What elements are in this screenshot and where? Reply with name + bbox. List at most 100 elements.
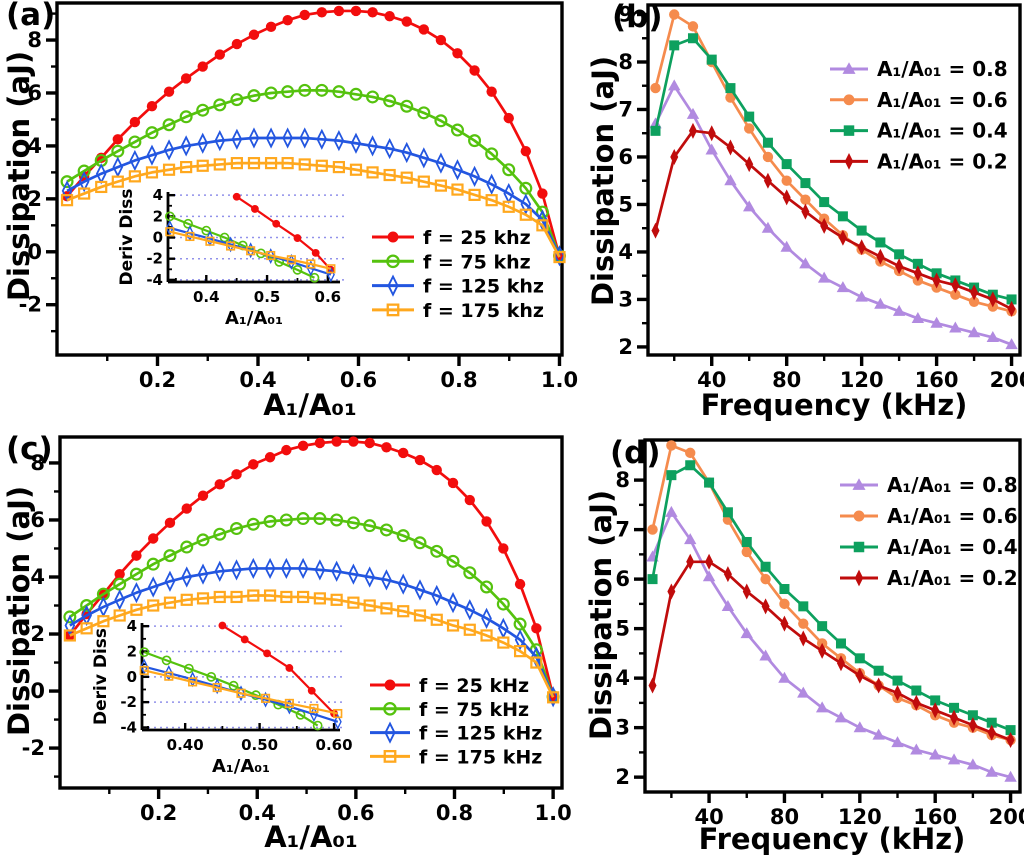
panel-c-legend-f25: f = 25 kHz — [370, 675, 529, 697]
x-tick-label: 0.8 — [436, 801, 473, 825]
marker-diamond — [818, 642, 827, 659]
marker-open-square — [380, 602, 393, 615]
marker-open-diamond — [247, 557, 259, 580]
marker-open-circle — [366, 90, 380, 104]
marker-open-circle — [201, 225, 212, 236]
marker-open-square — [139, 665, 149, 676]
marker-open-square — [330, 593, 343, 606]
marker-diamond — [931, 702, 940, 719]
marker-open-diamond — [147, 576, 159, 598]
marker-open-diamond — [114, 589, 125, 611]
marker-dot — [531, 623, 542, 634]
panel-a-inset-curve-f175 — [165, 227, 336, 274]
marker-open-diamond — [180, 135, 192, 157]
marker-open-circle — [163, 549, 177, 563]
marker-open-square — [213, 158, 226, 171]
y-tick-label: 2 — [30, 622, 45, 646]
y-tick-label: 3 — [615, 716, 630, 740]
inset-y-tick-label: 2 — [153, 207, 163, 225]
marker-open-circle — [292, 264, 303, 275]
curve-line — [221, 624, 335, 715]
marker-open-square — [230, 590, 243, 604]
panel-c-legend-f175: f = 175 kHz — [370, 746, 542, 768]
marker-dot — [414, 454, 426, 466]
marker-open-square — [196, 159, 209, 172]
marker-square — [762, 137, 773, 148]
marker-triangle — [761, 221, 775, 233]
marker-square — [875, 237, 886, 248]
marker-dot — [798, 618, 809, 629]
marker-open-circle — [60, 175, 74, 189]
panel-b-y-axis-title: Dissipation (aJ) — [586, 55, 621, 307]
marker-open-circle — [480, 580, 494, 594]
marker-open-circle — [502, 163, 516, 177]
marker-diamond — [763, 172, 772, 189]
panel-b-curve-r08 — [649, 79, 1018, 350]
marker-diamond — [987, 724, 996, 741]
marker-triangle — [759, 649, 772, 661]
panel-c-inset: 0.40 0.50 0.60 -4 -2 0 2 4 Deriv Diss A₁/A₀₁ — [91, 617, 353, 777]
marker-open-circle — [145, 126, 159, 140]
marker-open-diamond — [481, 607, 492, 629]
marker-open-circle — [179, 110, 193, 124]
marker-square — [687, 33, 698, 44]
marker-open-circle — [196, 533, 210, 547]
inset-x-axis-title: A₁/A₀₁ — [225, 308, 283, 329]
marker-open-diamond — [397, 573, 409, 595]
y-tick-label: 7 — [615, 518, 630, 542]
marker-dot — [218, 621, 227, 630]
legend-label: f = 25 khz — [423, 227, 531, 249]
marker-open-square — [326, 264, 336, 274]
marker-dot — [401, 16, 412, 27]
marker-open-diamond — [452, 159, 463, 181]
panel-b-letter: (b) — [612, 0, 663, 35]
marker-open-diamond — [237, 685, 245, 702]
marker-open-square — [236, 688, 246, 698]
y-tick-label: 8 — [615, 468, 630, 492]
marker-dot — [435, 34, 447, 46]
marker-open-circle — [162, 118, 176, 132]
marker-diamond — [707, 125, 716, 142]
marker-open-diamond — [447, 592, 459, 614]
marker-square — [892, 675, 903, 686]
marker-open-circle — [146, 557, 160, 571]
x-tick-label: 1.0 — [541, 368, 578, 392]
marker-triangle — [817, 271, 831, 283]
marker-open-diamond — [464, 599, 476, 621]
x-tick-label: 200 — [989, 805, 1024, 829]
inset-x-tick-label: 0.4 — [193, 288, 220, 306]
panel-d-curve-r02 — [648, 553, 1015, 749]
panel-c-letter: (c) — [6, 431, 53, 467]
marker-open-square — [485, 194, 498, 207]
panel-d-legend: A₁/A₀₁ = 0.8 A₁/A₀₁ = 0.6 A₁/A₀₁ = 0.4 A₁/A… — [840, 473, 1018, 590]
marker-open-square — [80, 622, 93, 635]
legend-label: f = 25 kHz — [419, 675, 529, 697]
marker-dot — [311, 248, 320, 257]
panel-c-curve-f25 — [64, 436, 559, 702]
y-tick-label: 3 — [618, 287, 633, 311]
y-tick-label: 9 — [618, 2, 633, 26]
marker-triangle — [665, 505, 678, 517]
marker-dot — [231, 38, 243, 50]
marker-open-square — [366, 166, 379, 179]
marker-open-circle — [468, 134, 482, 148]
marker-triangle — [702, 570, 716, 582]
y-tick-label: -2 — [22, 736, 45, 760]
marker-diamond — [820, 217, 829, 234]
marker-dot — [350, 5, 362, 17]
marker-dot — [650, 82, 661, 94]
marker-open-square — [297, 590, 310, 604]
marker-diamond — [686, 553, 695, 570]
marker-dot — [214, 479, 225, 490]
marker-open-circle — [446, 554, 460, 568]
panel-c-legend-f75: f = 75 kHz — [370, 699, 529, 721]
panel-b-x-axis-title: Frequency (kHz) — [700, 388, 968, 422]
marker-open-square — [188, 677, 198, 687]
panel-a-letter: (a) — [6, 0, 56, 33]
marker-dot — [197, 490, 209, 501]
marker-open-square — [383, 168, 396, 182]
marker-triangle — [780, 240, 793, 252]
marker-square — [706, 54, 717, 65]
panel-b-legend: A₁/A₀₁ = 0.8 A₁/A₀₁ = 0.6 A₁/A₀₁ = 0.4 A₁/A… — [830, 57, 1008, 173]
